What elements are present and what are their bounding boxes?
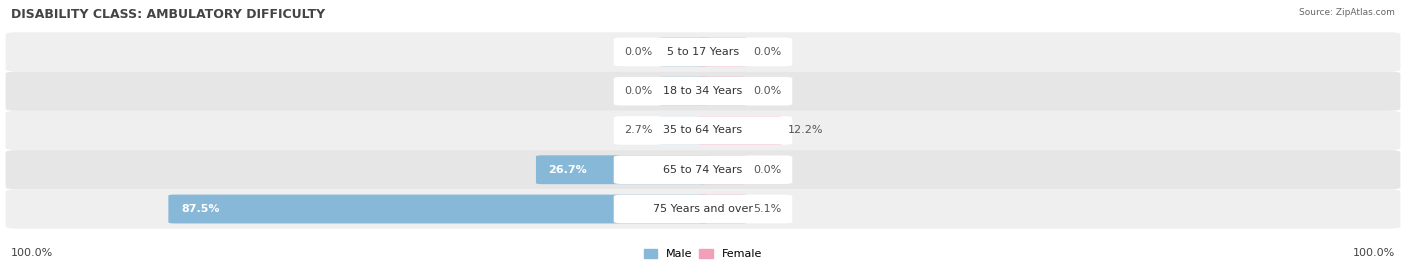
FancyBboxPatch shape (697, 194, 748, 224)
FancyBboxPatch shape (697, 77, 748, 106)
FancyBboxPatch shape (614, 38, 793, 66)
Text: 26.7%: 26.7% (548, 165, 588, 175)
Text: 100.0%: 100.0% (1353, 248, 1395, 258)
FancyBboxPatch shape (6, 150, 1400, 189)
Legend: Male, Female: Male, Female (640, 244, 766, 263)
FancyBboxPatch shape (536, 155, 709, 184)
Text: 0.0%: 0.0% (754, 47, 782, 57)
FancyBboxPatch shape (614, 155, 793, 184)
Text: 5 to 17 Years: 5 to 17 Years (666, 47, 740, 57)
FancyBboxPatch shape (6, 32, 1400, 72)
FancyBboxPatch shape (614, 116, 793, 145)
FancyBboxPatch shape (697, 37, 748, 66)
Text: 100.0%: 100.0% (11, 248, 53, 258)
FancyBboxPatch shape (697, 116, 782, 145)
Text: 18 to 34 Years: 18 to 34 Years (664, 86, 742, 96)
FancyBboxPatch shape (6, 72, 1400, 111)
FancyBboxPatch shape (658, 77, 709, 106)
FancyBboxPatch shape (697, 155, 748, 184)
Text: 75 Years and over: 75 Years and over (652, 204, 754, 214)
Text: 65 to 74 Years: 65 to 74 Years (664, 165, 742, 175)
Text: 87.5%: 87.5% (181, 204, 219, 214)
FancyBboxPatch shape (614, 77, 793, 105)
Text: 35 to 64 Years: 35 to 64 Years (664, 125, 742, 136)
Text: 5.1%: 5.1% (754, 204, 782, 214)
FancyBboxPatch shape (6, 111, 1400, 150)
FancyBboxPatch shape (614, 195, 793, 223)
Text: 12.2%: 12.2% (787, 125, 824, 136)
Text: DISABILITY CLASS: AMBULATORY DIFFICULTY: DISABILITY CLASS: AMBULATORY DIFFICULTY (11, 8, 325, 21)
FancyBboxPatch shape (658, 116, 709, 145)
Text: 2.7%: 2.7% (624, 125, 652, 136)
FancyBboxPatch shape (6, 189, 1400, 229)
Text: Source: ZipAtlas.com: Source: ZipAtlas.com (1299, 8, 1395, 17)
Text: 0.0%: 0.0% (624, 86, 652, 96)
FancyBboxPatch shape (658, 37, 709, 66)
Text: 0.0%: 0.0% (754, 86, 782, 96)
Text: 0.0%: 0.0% (624, 47, 652, 57)
FancyBboxPatch shape (169, 194, 709, 224)
Text: 0.0%: 0.0% (754, 165, 782, 175)
